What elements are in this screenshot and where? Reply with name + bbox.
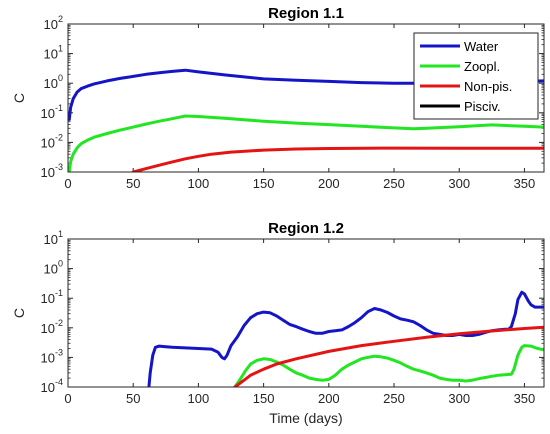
plot-frame (67, 238, 545, 388)
panel-region-1-1: Region 1.1 C 0 50 100 150 200 250 300 350 10-3 10-2… (11, 5, 545, 191)
y-tick-label: 10-3 (41, 347, 63, 365)
x-tick-label: 350 (514, 176, 536, 191)
legend-label: Water (464, 39, 499, 54)
x-tick-label: 150 (253, 176, 275, 191)
x-tick-label: 0 (64, 391, 71, 406)
x-tick-label: 150 (253, 391, 275, 406)
x-tick-label: 300 (448, 176, 470, 191)
y-tick-label: 100 (44, 259, 63, 277)
chart-title: Region 1.2 (268, 220, 344, 237)
legend-label: Zoopl. (464, 59, 500, 74)
chart-title: Region 1.1 (268, 5, 344, 22)
x-tick-label: 100 (188, 391, 210, 406)
x-tick-label: 250 (383, 391, 405, 406)
y-tick-label: 10-1 (41, 103, 63, 121)
series-line-non-pis (233, 325, 544, 387)
plot-frame (67, 23, 545, 173)
legend-label: Non-pis. (464, 79, 512, 94)
y-tick-label: 10-3 (41, 162, 63, 180)
y-tick-label: 10-1 (41, 288, 63, 306)
x-tick-label: 0 (64, 176, 71, 191)
y-tick-label: 10-2 (41, 132, 63, 150)
x-tick-label: 300 (448, 391, 470, 406)
x-tick-label: 200 (318, 391, 340, 406)
plot-area (68, 239, 544, 387)
y-axis-label: C (11, 93, 27, 103)
y-tick-label: 102 (44, 14, 63, 32)
x-tick-label: 250 (383, 176, 405, 191)
x-tick-label: 200 (318, 176, 340, 191)
y-tick-label: 10-2 (41, 318, 63, 336)
series-line-zoopl (68, 114, 544, 172)
series-line-non-pis (131, 146, 544, 172)
panel-region-1-2: Region 1.2 C Time (days) 0 50 100 150 200 250 300… (11, 220, 545, 426)
x-tick-label: 100 (188, 176, 210, 191)
y-tick-label: 100 (44, 73, 63, 91)
x-tick-label: 50 (126, 176, 140, 191)
y-tick-label: 101 (44, 44, 63, 62)
x-tick-label: 350 (514, 391, 536, 406)
y-axis-label: C (11, 308, 27, 318)
legend: Water Zoopl. Non-pis. Pisciv. (413, 32, 539, 120)
y-tick-label: 10-4 (41, 377, 63, 395)
x-tick-label: 50 (126, 391, 140, 406)
y-tick-label: 101 (44, 229, 63, 247)
series-line-zoopl (233, 344, 544, 387)
x-axis-label: Time (days) (269, 410, 342, 426)
legend-label: Pisciv. (464, 99, 501, 114)
